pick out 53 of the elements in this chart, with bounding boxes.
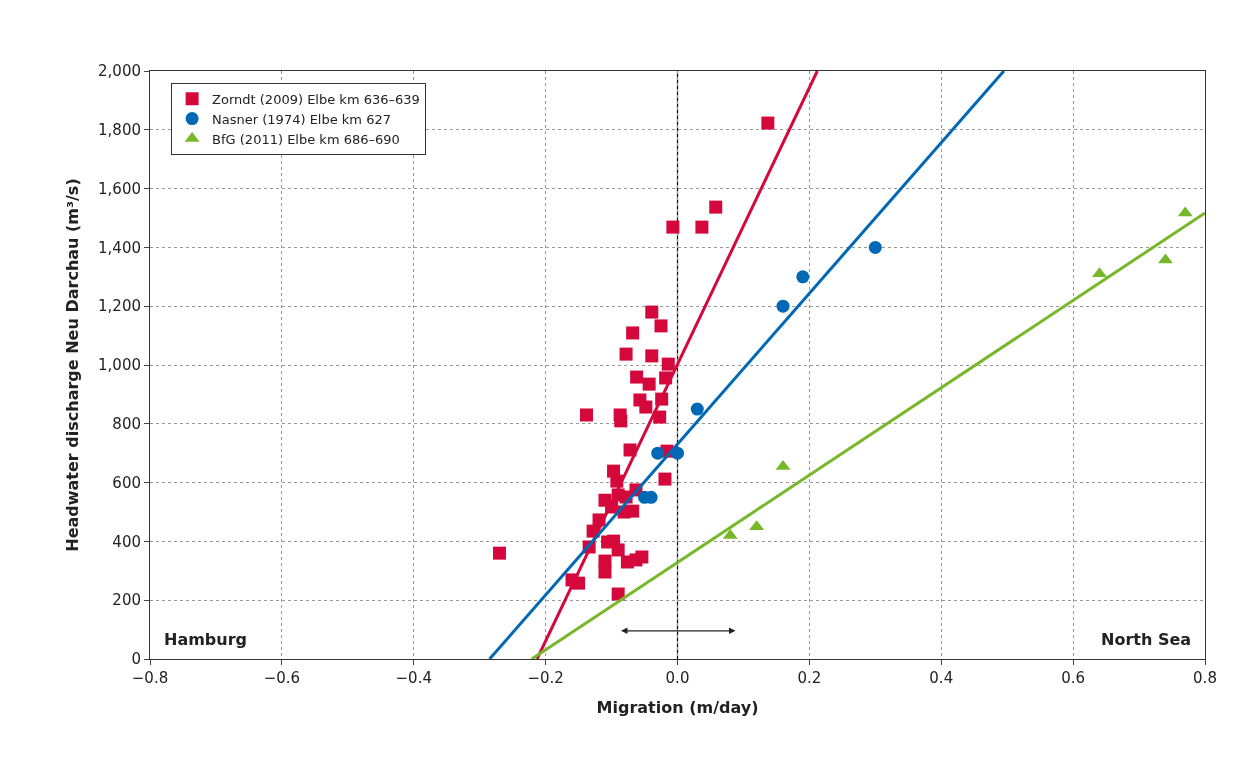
x-tick-label: −0.2 <box>527 669 564 687</box>
x-tick-label: −0.4 <box>395 669 432 687</box>
legend-label: Zorndt (2009) Elbe km 636–639 <box>212 91 420 107</box>
point <box>796 270 810 284</box>
point <box>761 116 775 130</box>
point <box>690 402 704 416</box>
point <box>709 200 723 214</box>
x-tick-label: 0.0 <box>665 669 690 687</box>
point <box>614 414 628 428</box>
x-tick-label: 0.2 <box>797 669 822 687</box>
point <box>626 504 640 518</box>
point <box>651 446 665 460</box>
x-tick-label: −0.8 <box>131 669 169 687</box>
x-tick-label: −0.6 <box>263 669 301 687</box>
point <box>642 377 656 391</box>
point <box>492 546 506 560</box>
y-tick-label: 1,600 <box>98 179 141 198</box>
y-axis-title: Headwater discharge Neu Darchau (m³/s) <box>62 178 82 552</box>
point <box>658 472 672 486</box>
x-tick-label: 0.4 <box>929 669 954 687</box>
point <box>630 370 644 384</box>
point <box>661 357 675 371</box>
point <box>695 220 709 234</box>
annotation: Hamburg <box>164 630 248 649</box>
y-tick-label: 400 <box>112 532 141 551</box>
y-tick-label: 1,800 <box>98 121 141 140</box>
x-tick-label: 0.6 <box>1061 669 1086 687</box>
legend-label: Nasner (1974) Elbe km 627 <box>212 111 391 127</box>
point <box>580 408 594 422</box>
point <box>653 410 667 424</box>
x-tick-label: 0.8 <box>1193 669 1217 687</box>
annotation: North Sea <box>1101 630 1192 649</box>
point <box>598 554 612 568</box>
y-tick-label: 1,400 <box>98 238 141 257</box>
legend-label: BfG (2011) Elbe km 686–690 <box>212 131 400 147</box>
point <box>639 400 653 414</box>
x-axis-title: Migration (m/day) <box>596 697 759 717</box>
point <box>645 305 659 319</box>
point <box>635 550 649 564</box>
point <box>666 220 680 234</box>
y-tick-label: 1,000 <box>98 356 141 375</box>
y-tick-label: 800 <box>112 415 141 434</box>
point <box>645 349 659 363</box>
y-tick-label: 200 <box>112 591 141 610</box>
point <box>654 319 668 333</box>
point <box>868 240 882 254</box>
point <box>619 347 633 361</box>
y-tick-label: 0 <box>131 650 141 669</box>
y-tick-label: 600 <box>112 473 141 492</box>
point <box>776 299 790 313</box>
y-tick-label: 1,200 <box>98 297 141 316</box>
point <box>626 326 640 340</box>
y-tick-label: 2,000 <box>98 62 141 81</box>
